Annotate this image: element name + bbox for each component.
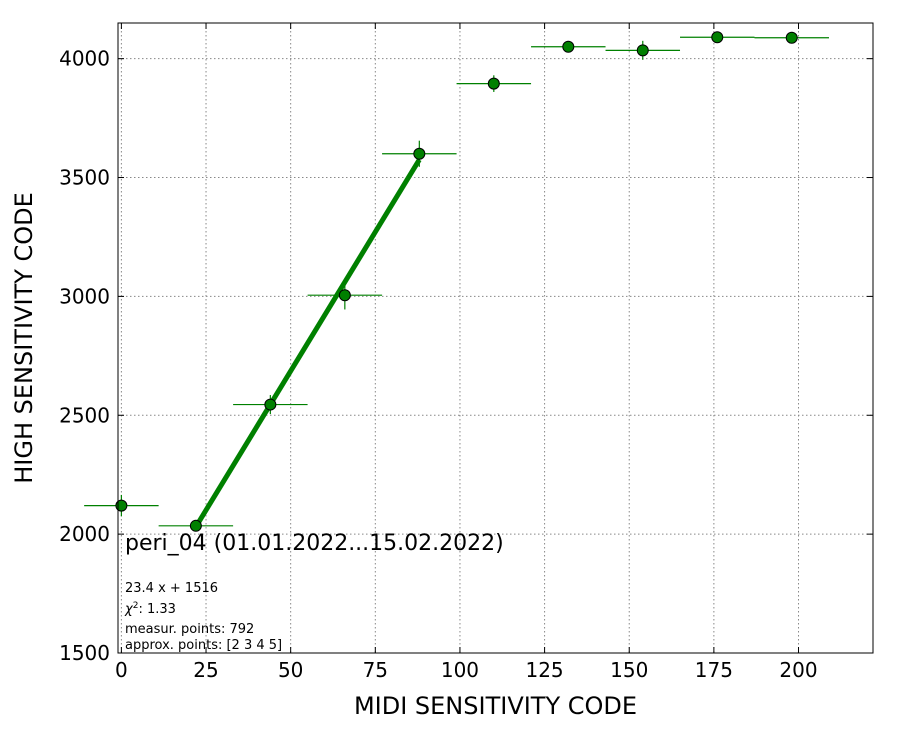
x-tick-label: 0 — [115, 658, 128, 682]
y-tick-label: 3500 — [59, 166, 110, 190]
annotation-title: peri_04 (01.01.2022...15.02.2022) — [125, 531, 504, 556]
y-tick-label: 3000 — [59, 284, 110, 308]
y-tick-label: 2000 — [59, 522, 110, 546]
x-tick-label: 50 — [278, 658, 303, 682]
x-tick-label: 25 — [193, 658, 218, 682]
data-point — [189, 519, 202, 532]
data-point — [562, 40, 575, 53]
annotation-approx-points: approx. points: [2 3 4 5] — [125, 638, 282, 653]
x-tick-label: 150 — [610, 658, 648, 682]
y-axis-label: HIGH SENSITIVITY CODE — [10, 192, 38, 484]
data-point — [413, 147, 426, 160]
data-point — [711, 31, 724, 44]
y-tick-label: 1500 — [59, 641, 110, 665]
fit-line — [193, 158, 422, 529]
data-point — [487, 77, 500, 90]
x-axis-label: MIDI SENSITIVITY CODE — [354, 692, 637, 720]
x-tick-label: 75 — [363, 658, 388, 682]
grid-layer — [118, 23, 873, 654]
x-tick-label: 125 — [525, 658, 563, 682]
x-tick-label: 100 — [441, 658, 479, 682]
error-bars-layer — [84, 32, 829, 531]
annotation-fit-equation: 23.4 x + 1516 — [125, 581, 218, 596]
chi-square-value: 1.33 — [147, 602, 176, 617]
fit-line-layer — [193, 158, 422, 529]
data-point — [115, 499, 128, 512]
ticks-layer: 0 25 50 75 100 125 150 175 200 1500 2000 2500 3000 35… — [59, 23, 873, 682]
data-point — [338, 289, 351, 302]
data-point — [636, 44, 649, 57]
data-point — [785, 31, 798, 44]
data-points-layer — [115, 31, 798, 532]
annotation-chi-square: χ2: 1.33 — [124, 601, 176, 617]
y-tick-label: 2500 — [59, 403, 110, 427]
plot-frame — [117, 22, 874, 654]
y-tick-label: 4000 — [59, 47, 110, 71]
annotation-measurement-points: measur. points: 792 — [125, 622, 254, 637]
data-point — [264, 398, 277, 411]
x-tick-label: 200 — [779, 658, 817, 682]
x-tick-label: 175 — [695, 658, 733, 682]
